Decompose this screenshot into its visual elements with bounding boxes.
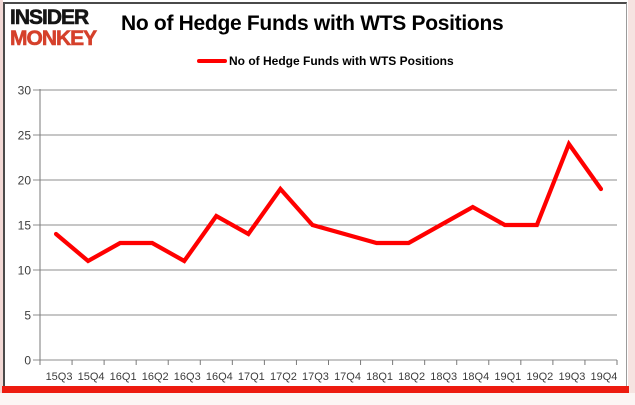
legend-line-swatch <box>197 58 227 64</box>
x-axis-tick-label: 16Q1 <box>110 371 137 383</box>
y-axis-tick-label: 25 <box>18 129 32 143</box>
logo-line-monkey: MONKEY <box>10 27 98 50</box>
x-axis-tick-label: 15Q3 <box>46 371 73 383</box>
x-axis-tick-label: 19Q4 <box>591 371 618 383</box>
x-axis-tick-label: 16Q4 <box>206 371 233 383</box>
chart-title: No of Hedge Funds with WTS Positions <box>121 12 504 35</box>
x-axis-tick-label: 18Q4 <box>462 371 489 383</box>
x-axis-tick-label: 16Q2 <box>142 371 169 383</box>
y-axis-tick-label: 20 <box>18 174 32 188</box>
page-edge-right <box>628 0 635 405</box>
y-axis-tick-label: 5 <box>24 309 31 323</box>
legend-label: No of Hedge Funds with WTS Positions <box>229 54 454 68</box>
x-axis-tick-label: 17Q1 <box>238 371 265 383</box>
x-axis-tick-label: 18Q1 <box>366 371 393 383</box>
x-axis-tick-label: 19Q3 <box>558 371 585 383</box>
y-axis-tick-label: 30 <box>18 84 32 98</box>
x-axis-tick-label: 17Q3 <box>302 371 329 383</box>
x-axis-tick-label: 17Q2 <box>270 371 297 383</box>
y-axis-tick-label: 15 <box>18 219 32 233</box>
logo-line-insider: INSIDER <box>10 6 90 29</box>
legend: No of Hedge Funds with WTS Positions <box>197 54 454 68</box>
page-edge-left <box>0 0 3 394</box>
x-axis-tick-label: 18Q3 <box>430 371 457 383</box>
y-axis-tick-label: 10 <box>18 264 32 278</box>
x-axis-tick-label: 17Q4 <box>334 371 361 383</box>
insider-monkey-logo: INSIDER MONKEY <box>10 6 98 50</box>
x-axis-tick-label: 15Q4 <box>78 371 105 383</box>
page-edge-bottom <box>0 393 635 405</box>
series-line <box>53 139 604 264</box>
x-axis-tick-label: 19Q2 <box>526 371 553 383</box>
x-axis-tick-label: 18Q2 <box>398 371 425 383</box>
y-axis-tick-label: 0 <box>24 354 31 368</box>
x-axis-tick-label: 19Q1 <box>494 371 521 383</box>
chart-frame <box>3 2 627 386</box>
brand-red-underline <box>2 386 629 393</box>
x-axis-tick-label: 16Q3 <box>174 371 201 383</box>
